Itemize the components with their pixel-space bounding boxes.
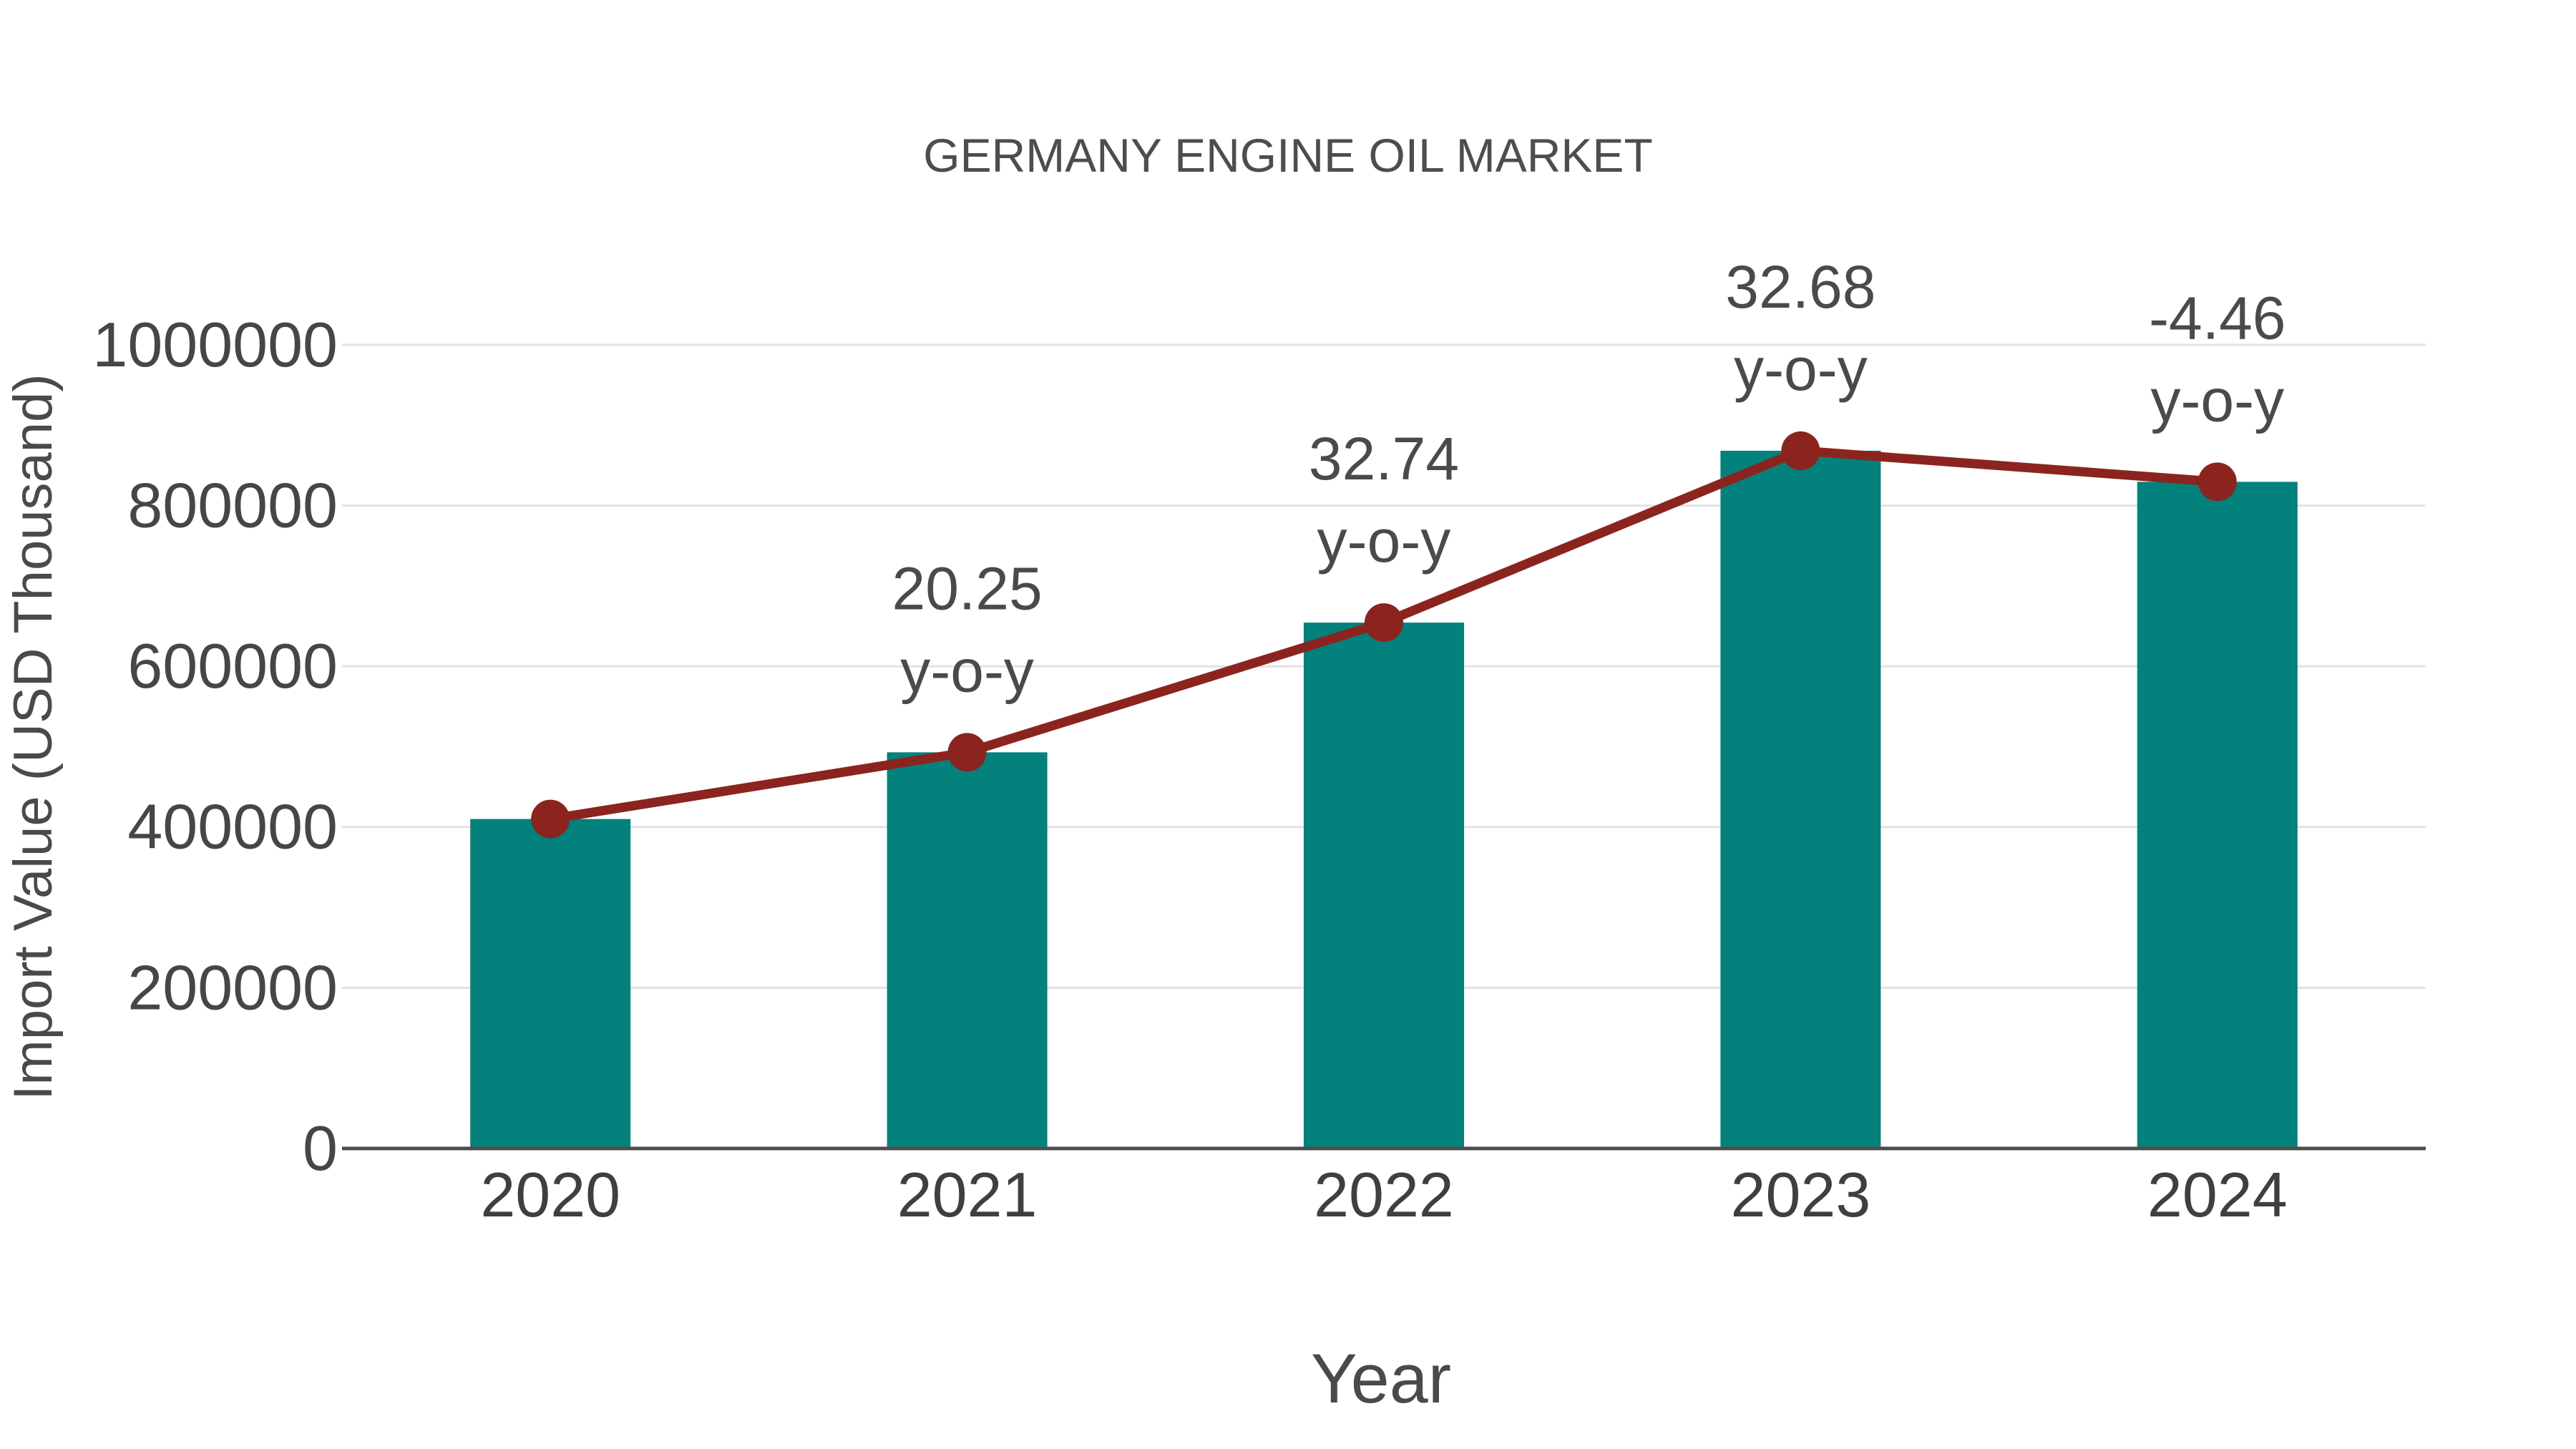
yoy-value-label: 20.25 — [892, 555, 1042, 622]
yoy-value-label: -4.46 — [2149, 284, 2285, 351]
y-tick-label: 600000 — [127, 630, 338, 701]
yoy-suffix-label: y-o-y — [1734, 336, 1868, 403]
x-tick-label: 2024 — [2147, 1159, 2288, 1230]
yoy-suffix-label: y-o-y — [900, 637, 1034, 704]
y-tick-label: 200000 — [127, 952, 338, 1023]
chart-title: GERMANY ENGINE OIL MARKET — [923, 129, 1653, 182]
yoy-annotations: 20.25 y-o-y 32.74 y-o-y 32.68 y-o-y -4.46 y-o-y — [892, 253, 2285, 704]
y-axis-title: Import Value (USD Thousand) — [3, 374, 64, 1100]
bar-2022 — [1304, 623, 1464, 1148]
bar-series — [470, 450, 2298, 1148]
bar-2020 — [470, 819, 631, 1148]
x-axis-tick-labels: 2020 2021 2022 2023 2024 — [480, 1159, 2287, 1230]
trend-marker-2021 — [947, 733, 987, 772]
trend-line-series — [531, 431, 2237, 839]
trend-marker-2024 — [2197, 462, 2237, 502]
y-tick-label: 800000 — [127, 470, 338, 541]
x-tick-label: 2020 — [480, 1159, 620, 1230]
trend-marker-2022 — [1365, 603, 1403, 643]
y-tick-label: 400000 — [127, 791, 338, 862]
y-tick-label: 1000000 — [92, 309, 338, 380]
yoy-suffix-label: y-o-y — [2150, 366, 2284, 434]
y-axis-tick-labels: 0 200000 400000 600000 800000 1000000 — [92, 309, 338, 1184]
trend-marker-2020 — [531, 799, 570, 839]
yoy-value-label: 32.68 — [1725, 253, 1875, 321]
yoy-suffix-label: y-o-y — [1317, 507, 1451, 575]
bar-2023 — [1720, 450, 1881, 1148]
x-axis-title: Year — [1311, 1340, 1451, 1418]
bar-2024 — [2137, 482, 2298, 1148]
bar-2021 — [887, 752, 1048, 1148]
x-tick-label: 2021 — [897, 1159, 1038, 1230]
yoy-value-label: 32.74 — [1309, 425, 1459, 492]
trend-marker-2023 — [1781, 431, 1820, 470]
y-tick-label: 0 — [303, 1113, 338, 1184]
x-tick-label: 2023 — [1731, 1159, 1871, 1230]
x-tick-label: 2022 — [1314, 1159, 1454, 1230]
